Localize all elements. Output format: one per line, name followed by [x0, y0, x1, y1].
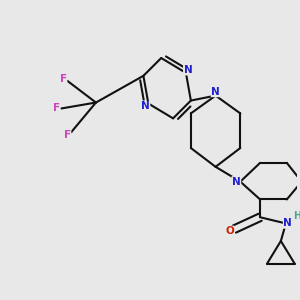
Text: N: N: [232, 177, 241, 187]
Text: O: O: [225, 226, 234, 236]
Text: N: N: [284, 218, 292, 228]
Text: F: F: [64, 130, 71, 140]
Text: N: N: [184, 65, 192, 75]
Text: F: F: [53, 103, 60, 113]
Text: F: F: [60, 74, 67, 84]
Text: H: H: [292, 211, 300, 221]
Text: N: N: [141, 101, 150, 112]
Text: N: N: [211, 87, 220, 97]
